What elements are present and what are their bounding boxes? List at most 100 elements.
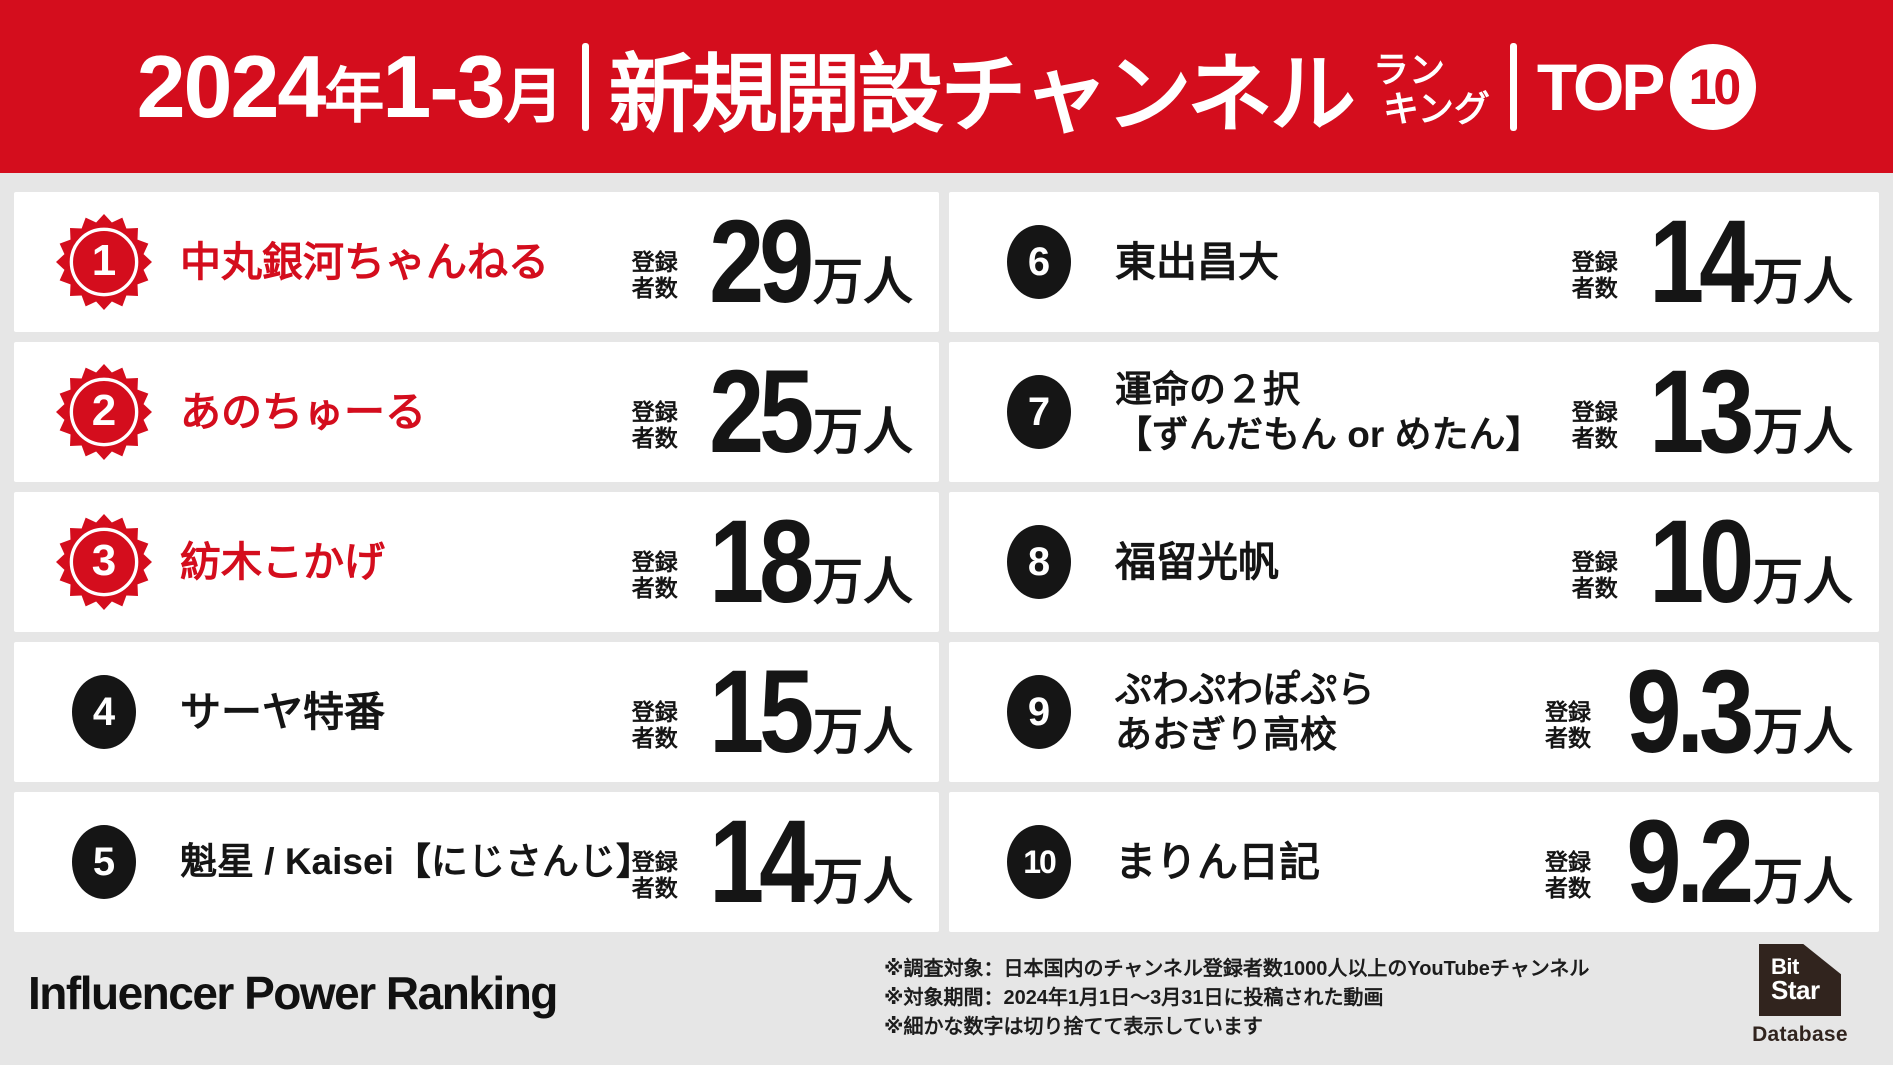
rank-seal-badge: 2: [54, 364, 154, 460]
rank-circle-badge: 10: [989, 825, 1089, 899]
subscriber-label-line1: 登録: [1544, 699, 1591, 726]
logo-caption: Database: [1752, 1023, 1848, 1046]
subscriber-label-line1: 登録: [631, 699, 678, 726]
subscriber-unit: 万人: [813, 254, 913, 310]
subscriber-unit: 万人: [1753, 554, 1853, 610]
period-year-unit: 年: [324, 62, 384, 130]
subscriber-block: 登録 者数 14 万人: [1572, 203, 1853, 321]
subscriber-label-line1: 登録: [1571, 399, 1618, 426]
subscriber-label-line2: 者数: [1571, 425, 1618, 451]
divider-bar-icon: [1509, 42, 1517, 131]
period-month-unit: 月: [503, 62, 564, 130]
subscriber-label-line2: 者数: [631, 575, 678, 601]
rank-number: 9: [1007, 675, 1071, 749]
channel-name: まりん日記: [1115, 838, 1320, 885]
rank-seal-badge: 1: [54, 214, 154, 310]
channel-name: あのちゅーる: [180, 388, 426, 435]
seal-burst-icon: [56, 364, 152, 460]
subscriber-block: 登録 者数 18 万人: [632, 503, 913, 621]
rank-circle-badge: 9: [989, 675, 1089, 749]
subscriber-count: 10: [1648, 496, 1754, 628]
ranking-card-9: 9 ぷわぷわぽぷら あおぎり高校 登録 者数 9.3 万人: [949, 642, 1879, 782]
channel-name: ぷわぷわぽぷら あおぎり高校: [1115, 668, 1375, 755]
ranking-card-8: 8 福留光帆 登録 者数 10 万人: [949, 492, 1879, 632]
subscriber-unit: 万人: [1753, 854, 1853, 910]
subscriber-count: 9.2: [1626, 796, 1754, 928]
subscriber-block: 登録 者数 15 万人: [632, 653, 913, 771]
ranking-label-line1: ラン: [1372, 48, 1445, 90]
top10-number: 10: [1688, 58, 1742, 115]
rank-circle-badge: 7: [989, 375, 1089, 449]
rank-number: 2: [91, 386, 117, 435]
note-line-1: ※調査対象：日本国内のチャンネル登録者数1000人以上のYouTubeチャンネル: [884, 958, 1590, 980]
subscriber-unit: 万人: [1753, 254, 1853, 310]
subscriber-label-line2: 者数: [631, 275, 678, 301]
subscriber-label-line1: 登録: [1544, 849, 1591, 876]
subscriber-unit: 万人: [1753, 404, 1853, 460]
bitstar-flag-icon: Bit Star: [1759, 944, 1841, 1016]
subscriber-label: 登録 者数: [631, 699, 678, 752]
subscriber-block: 登録 者数 25 万人: [632, 353, 913, 471]
rank-number: 1: [91, 236, 117, 285]
subscriber-label: 登録 者数: [631, 849, 678, 902]
subscriber-label: 登録 者数: [1544, 849, 1591, 902]
ranking-board: 1 中丸銀河ちゃんねる 登録 者数 29 万人 2 あのちゅーる 登録 者数 25: [14, 192, 1879, 932]
subscriber-count: 14: [708, 796, 814, 928]
subscriber-unit: 万人: [813, 854, 913, 910]
subscriber-label: 登録 者数: [1571, 399, 1618, 452]
subscriber-label-line2: 者数: [1571, 575, 1618, 601]
subscriber-count: 18: [708, 496, 814, 628]
note-line-3: ※細かな数字は切り捨てて表示しています: [884, 1016, 1263, 1038]
subscriber-label-line1: 登録: [1571, 249, 1618, 276]
channel-name: 中丸銀河ちゃんねる: [180, 238, 549, 285]
rank-number: 6: [1007, 225, 1071, 299]
ranking-card-5: 5 魁星 / Kaisei【にじさんじ】 登録 者数 14 万人: [14, 792, 939, 932]
subscriber-label-line1: 登録: [631, 849, 678, 876]
note-line-2: ※対象期間：2024年1月1日～3月31日に投稿された動画: [884, 987, 1384, 1009]
subscriber-block: 登録 者数 10 万人: [1572, 503, 1853, 621]
channel-name: 東出昌大: [1115, 238, 1279, 285]
channel-name: 紡木こかげ: [180, 538, 385, 585]
ranking-card-3: 3 紡木こかげ 登録 者数 18 万人: [14, 492, 939, 632]
main-title: 新規開設チャンネル: [608, 47, 1356, 143]
channel-name: 運命の２択 【ずんだもん or めたん】: [1115, 368, 1543, 455]
logo-text-line1: Bit: [1771, 954, 1799, 980]
ranking-label: ラン キング: [1372, 48, 1490, 129]
subscriber-label-line2: 者数: [631, 425, 678, 451]
subscriber-label: 登録 者数: [631, 399, 678, 452]
bitstar-logo: Bit Star Database: [1741, 944, 1859, 1047]
seal-burst-icon: [56, 514, 152, 610]
subscriber-label-line2: 者数: [1544, 725, 1591, 751]
subscriber-unit: 万人: [813, 404, 913, 460]
top10-label: TOP 10: [1537, 43, 1757, 130]
subscriber-count: 15: [708, 646, 814, 778]
channel-name: 福留光帆: [1115, 538, 1279, 585]
ranking-card-7: 7 運命の２択 【ずんだもん or めたん】 登録 者数 13 万人: [949, 342, 1879, 482]
logo-text-line2: Star: [1771, 975, 1820, 1006]
period-months: 1-3: [382, 36, 505, 136]
brand-title: Influencer Power Ranking: [28, 967, 558, 1019]
subscriber-block: 登録 者数 9.3 万人: [1545, 653, 1853, 771]
top10-circle-badge: 10: [1670, 43, 1757, 130]
subscriber-block: 登録 者数 9.2 万人: [1545, 803, 1853, 921]
subscriber-label-line1: 登録: [631, 549, 678, 576]
subscriber-label: 登録 者数: [1571, 249, 1618, 302]
period-title: 2024年1-3月: [136, 36, 564, 138]
rank-number: 5: [72, 825, 136, 899]
subscriber-count: 14: [1648, 196, 1754, 328]
subscriber-unit: 万人: [813, 554, 913, 610]
subscriber-count: 13: [1648, 346, 1754, 478]
subscriber-label: 登録 者数: [1544, 699, 1591, 752]
subscriber-label-line1: 登録: [1571, 549, 1618, 576]
subscriber-label-line2: 者数: [1544, 875, 1591, 901]
subscriber-unit: 万人: [1753, 704, 1853, 760]
period-year: 2024: [136, 36, 327, 136]
subscriber-block: 登録 者数 13 万人: [1572, 353, 1853, 471]
rank-circle-badge: 8: [989, 525, 1089, 599]
subscriber-label-line2: 者数: [631, 725, 678, 751]
ranking-card-10: 10 まりん日記 登録 者数 9.2 万人: [949, 792, 1879, 932]
subscriber-block: 登録 者数 29 万人: [632, 203, 913, 321]
ranking-card-4: 4 サーヤ特番 登録 者数 15 万人: [14, 642, 939, 782]
footnotes: ※調査対象：日本国内のチャンネル登録者数1000人以上のYouTubeチャンネル…: [884, 955, 1589, 1042]
rank-number: 8: [1007, 525, 1071, 599]
